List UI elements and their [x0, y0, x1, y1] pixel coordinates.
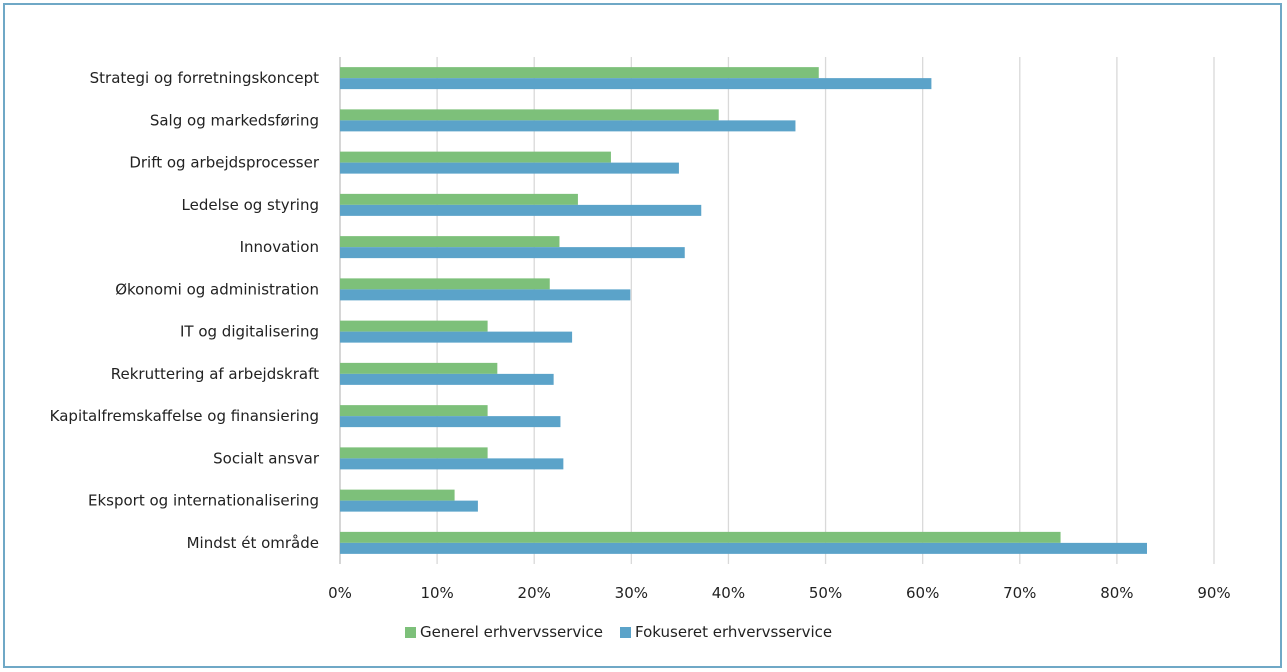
- bar-fokuseret: [340, 120, 796, 132]
- legend-label: Fokuseret erhvervsservice: [635, 623, 832, 641]
- legend-label: Generel erhvervsservice: [420, 623, 603, 641]
- legend-swatch: [405, 627, 416, 638]
- bar-generel: [340, 320, 488, 332]
- bar-generel: [340, 531, 1061, 543]
- x-tick-label: 70%: [1003, 584, 1036, 602]
- bar-generel: [340, 447, 488, 459]
- x-tick-label: 80%: [1100, 584, 1133, 602]
- bar-generel: [340, 151, 611, 163]
- category-label: Socialt ansvar: [213, 449, 320, 467]
- bar-generel: [340, 362, 498, 374]
- bar-generel: [340, 109, 719, 121]
- bar-fokuseret: [340, 204, 702, 216]
- bar-fokuseret: [340, 373, 554, 385]
- x-tick-label: 60%: [906, 584, 939, 602]
- bar-generel: [340, 405, 488, 417]
- category-label: Innovation: [240, 238, 319, 256]
- bar-fokuseret: [340, 542, 1147, 554]
- bar-fokuseret: [340, 289, 631, 301]
- x-tick-label: 0%: [328, 584, 352, 602]
- category-label: Salg og markedsføring: [150, 111, 319, 129]
- category-label: IT og digitalisering: [180, 323, 319, 341]
- x-tick-label: 10%: [420, 584, 453, 602]
- category-label: Drift og arbejdsprocesser: [129, 154, 320, 172]
- legend-swatch: [620, 627, 631, 638]
- bar-fokuseret: [340, 162, 679, 174]
- x-tick-label: 20%: [518, 584, 551, 602]
- category-label: Rekruttering af arbejdskraft: [111, 365, 319, 383]
- x-tick-label: 50%: [809, 584, 842, 602]
- category-label: Strategi og forretningskoncept: [90, 69, 319, 87]
- x-tick-label: 30%: [615, 584, 648, 602]
- category-label: Mindst ét område: [187, 534, 319, 552]
- bar-fokuseret: [340, 416, 561, 428]
- bar-generel: [340, 193, 578, 205]
- bar-generel: [340, 236, 560, 248]
- bar-fokuseret: [340, 247, 685, 259]
- bar-fokuseret: [340, 500, 478, 512]
- category-label: Økonomi og administration: [115, 280, 319, 298]
- bar-fokuseret: [340, 78, 932, 90]
- category-label: Ledelse og styring: [182, 196, 319, 214]
- bar-generel: [340, 278, 550, 290]
- bar-generel: [340, 489, 455, 501]
- bar-fokuseret: [340, 331, 573, 343]
- bar-generel: [340, 67, 819, 79]
- category-label: Eksport og internationalisering: [88, 492, 319, 510]
- category-label: Kapitalfremskaffelse og finansiering: [50, 407, 319, 425]
- x-tick-label: 90%: [1197, 584, 1230, 602]
- x-tick-label: 40%: [712, 584, 745, 602]
- bar-fokuseret: [340, 458, 564, 470]
